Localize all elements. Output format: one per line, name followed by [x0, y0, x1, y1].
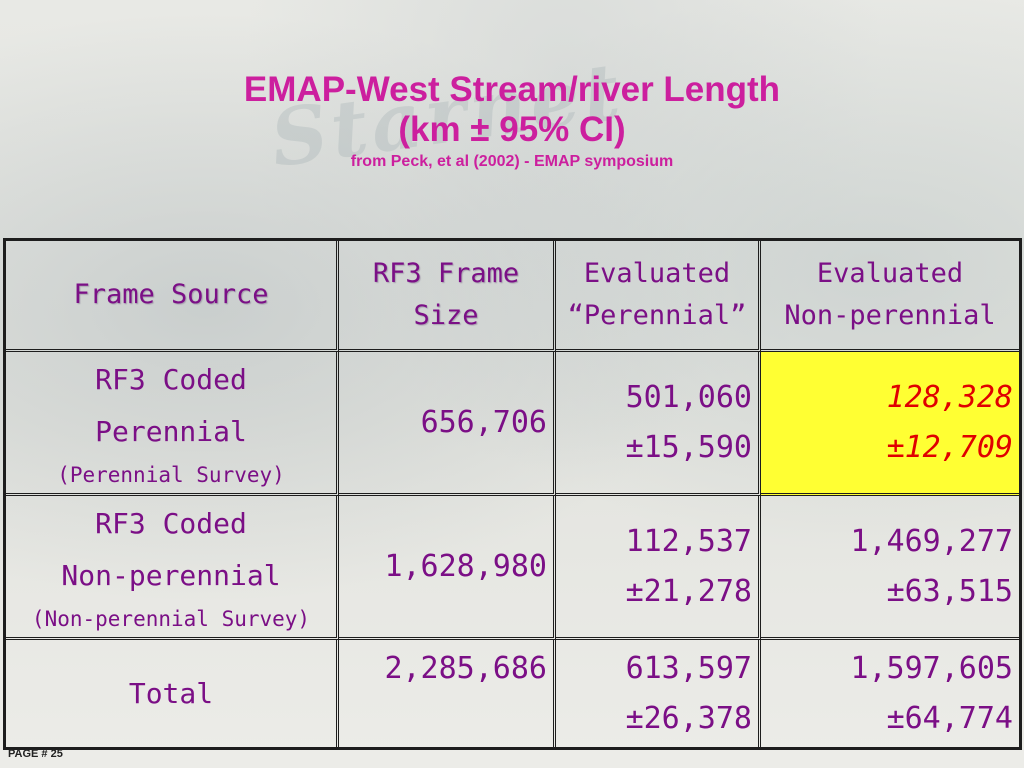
header-rf3-line1: RF3 Frame [372, 258, 520, 289]
cell-value: 501,060 [625, 379, 752, 415]
slide-subtitle-source: from Peck, et al (2002) - EMAP symposium [350, 153, 674, 170]
header-evaluated-perennial: Evaluated “Perennial” [556, 241, 761, 352]
table-row: RF3 Coded Perennial (Perennial Survey) 6… [6, 352, 1019, 496]
table-row-total: Total 2,285,686 613,597 ±26,378 1,597,60… [6, 640, 1019, 747]
header-rf3-line2: Size [413, 300, 479, 331]
cell-evaluated-nonperennial: 1,469,277 ±63,515 [761, 496, 1019, 640]
cell-ci: ±26,378 [625, 700, 752, 736]
cell-value: 1,469,277 [850, 523, 1013, 559]
cell-evaluated-nonperennial-highlight: 128,328 ±12,709 [761, 352, 1019, 496]
slide-title-block: EMAP-West Stream/river Length (km ± 95% … [0, 70, 1024, 174]
cell-ci: ±64,774 [886, 700, 1013, 736]
row-label-sub: (Non-perennial Survey) [31, 606, 311, 631]
row-label-line2: Perennial [95, 414, 247, 448]
table-header-row: Frame Source RF3 Frame Size Evaluated “P… [6, 241, 1019, 352]
slide-title: EMAP-West Stream/river Length [243, 70, 781, 109]
cell-evaluated-perennial: 501,060 ±15,590 [556, 352, 761, 496]
page-number: PAGE # 25 [8, 748, 63, 760]
cell-evaluated-nonperennial: 1,597,605 ±64,774 [761, 640, 1019, 747]
cell-rf3-size: 1,628,980 [339, 496, 556, 640]
row-label-total: Total [6, 640, 339, 747]
header-eval-perennial-line1: Evaluated [583, 258, 731, 289]
slide-title-units: (km ± 95% CI) [398, 110, 626, 149]
cell-evaluated-perennial: 613,597 ±26,378 [556, 640, 761, 747]
cell-rf3-size: 656,706 [339, 352, 556, 496]
cell-ci: ±63,515 [886, 573, 1013, 609]
header-frame-source: Frame Source [6, 241, 339, 352]
row-label-perennial: RF3 Coded Perennial (Perennial Survey) [6, 352, 339, 496]
header-eval-nonper-line2: Non-perennial [784, 300, 996, 331]
cell-ci: ±12,709 [886, 429, 1013, 465]
stream-length-table: Frame Source RF3 Frame Size Evaluated “P… [3, 238, 1022, 750]
header-eval-perennial-line2: “Perennial” [567, 300, 747, 331]
cell-value: 128,328 [886, 379, 1013, 415]
header-frame-source-label: Frame Source [73, 279, 269, 310]
header-eval-nonper-line1: Evaluated [816, 258, 964, 289]
cell-ci: ±21,278 [625, 573, 752, 609]
cell-value: 613,597 [625, 650, 752, 686]
header-evaluated-nonperennial: Evaluated Non-perennial [761, 241, 1019, 352]
header-rf3-frame-size: RF3 Frame Size [339, 241, 556, 352]
row-label-line1: RF3 Coded [95, 362, 247, 396]
cell-rf3-size: 2,285,686 [339, 640, 556, 747]
table-row: RF3 Coded Non-perennial (Non-perennial S… [6, 496, 1019, 640]
row-label-line1: RF3 Coded [95, 506, 247, 540]
cell-evaluated-perennial: 112,537 ±21,278 [556, 496, 761, 640]
cell-ci: ±15,590 [625, 429, 752, 465]
row-label-sub: (Perennial Survey) [57, 462, 285, 487]
row-label-line2: Non-perennial [61, 558, 281, 592]
cell-value: 112,537 [625, 523, 752, 559]
row-label-nonperennial: RF3 Coded Non-perennial (Non-perennial S… [6, 496, 339, 640]
cell-value: 1,597,605 [850, 650, 1013, 686]
